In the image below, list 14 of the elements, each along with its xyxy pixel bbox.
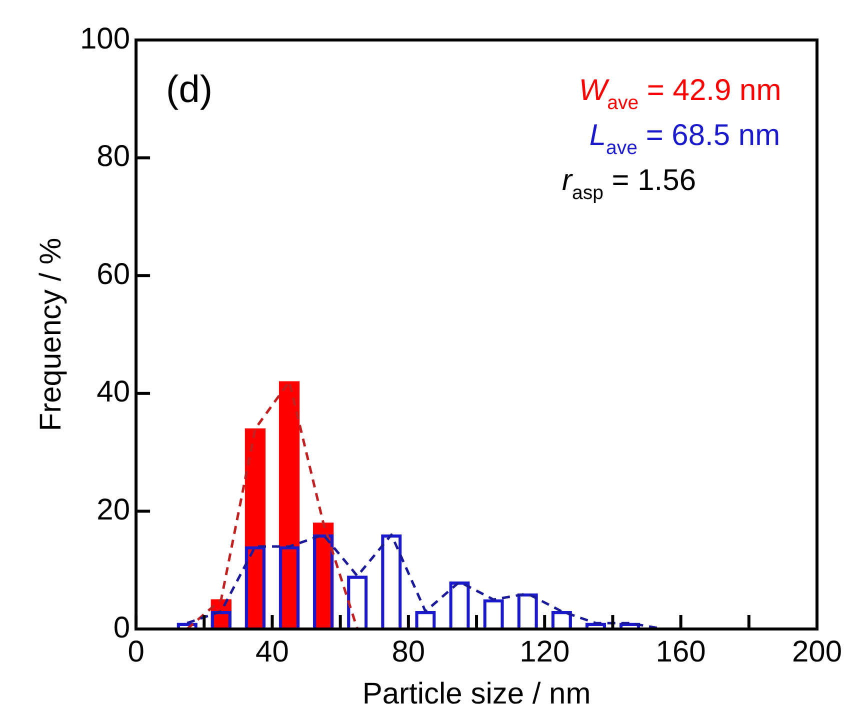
x-axis-title: Particle size / nm: [362, 677, 591, 710]
y-tick-label: 40: [96, 376, 130, 409]
x-tick-label: 120: [520, 635, 570, 668]
y-tick-label: 100: [80, 22, 130, 56]
x-tick-label: 160: [656, 635, 706, 668]
y-tick-label: 60: [96, 258, 130, 291]
y-tick-label: 0: [113, 611, 130, 644]
y-tick-label: 20: [96, 493, 130, 526]
x-tick-label: 80: [392, 635, 426, 668]
x-tick-label: 40: [256, 635, 289, 668]
y-axis-title: Frequency / %: [34, 238, 68, 432]
y-tick-label: 80: [96, 140, 130, 174]
x-tick-label: 200: [792, 635, 842, 668]
annotation: (d): [166, 69, 213, 111]
